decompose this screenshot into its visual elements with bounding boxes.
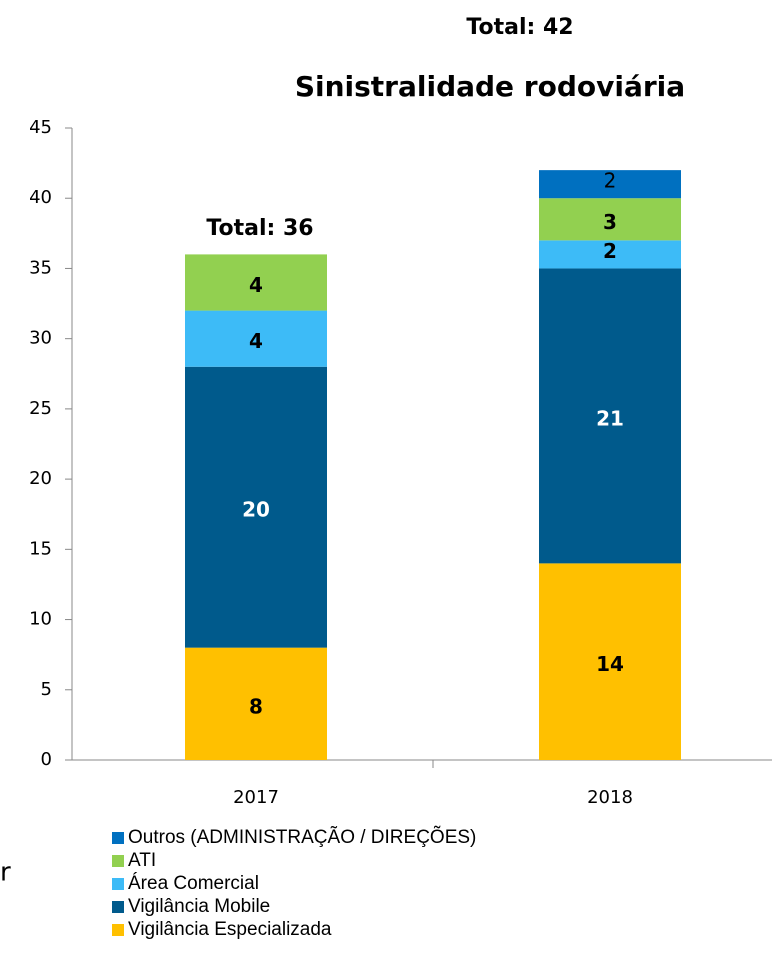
data-label: 20 (242, 498, 270, 522)
bar-segment (539, 563, 681, 760)
y-tick-label: 40 (29, 187, 52, 208)
data-label: 21 (596, 406, 624, 430)
y-tick-label: 35 (29, 257, 52, 278)
legend-label: ATI (128, 850, 156, 871)
y-tick-label: 20 (29, 468, 52, 489)
total-label: Total: 36 (206, 216, 313, 241)
y-tick-label: 5 (41, 679, 52, 700)
legend-label: Vigilância Mobile (128, 896, 270, 917)
data-label: 3 (603, 210, 617, 234)
y-tick-label: 0 (41, 749, 52, 770)
fragment-text: r (0, 858, 11, 888)
data-label: 4 (249, 273, 263, 297)
chart-title: Sinistralidade rodoviária (295, 70, 685, 103)
total-label: Total: 42 (466, 15, 573, 40)
y-tick-label: 15 (29, 538, 52, 559)
legend-label: Outros (ADMINISTRAÇÃO / DIREÇÕES) (128, 826, 476, 848)
legend-label: Vigilância Especializada (128, 919, 332, 940)
legend-swatch (112, 901, 124, 913)
bar-segment (185, 254, 327, 311)
data-label: 2 (603, 239, 617, 263)
bar-segment (539, 170, 681, 199)
x-tick-label: 2017 (233, 787, 279, 808)
data-label: 14 (596, 652, 624, 676)
y-tick-label: 30 (29, 328, 52, 349)
bar-segment (539, 198, 681, 241)
x-tick-label: 2018 (587, 787, 633, 808)
bar-segment (185, 647, 327, 760)
bar-segment (539, 240, 681, 269)
bar-segment (185, 310, 327, 367)
y-tick-label: 10 (29, 609, 52, 630)
bar-segment (185, 366, 327, 648)
legend-label: Área Comercial (128, 873, 259, 894)
data-label: 4 (249, 329, 263, 353)
bar-segment (539, 268, 681, 564)
legend-swatch (112, 832, 124, 844)
legend-swatch (112, 878, 124, 890)
data-label: 2 (604, 169, 617, 193)
y-tick-label: 45 (29, 117, 52, 138)
data-label: 8 (249, 694, 263, 718)
y-tick-label: 25 (29, 398, 52, 419)
legend-swatch (112, 924, 124, 936)
legend-swatch (112, 855, 124, 867)
